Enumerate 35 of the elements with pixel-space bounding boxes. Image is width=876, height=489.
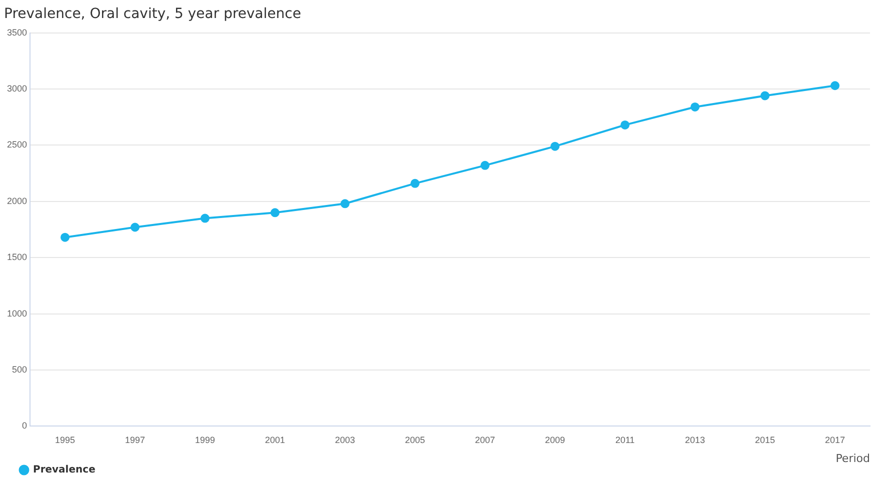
legend-label: Prevalence [33,464,96,476]
point [130,222,140,232]
point [340,199,350,208]
x-tick-label: 2011 [615,435,635,446]
chart-title: Prevalence, Oral cavity, 5 year prevalence [4,6,302,22]
point [270,208,280,218]
x-tick-label: 2017 [824,435,846,446]
y-tick-label: 500 [12,364,28,374]
y-tick-label: 2500 [6,140,28,150]
x-tick-label: 2013 [684,435,706,446]
point [830,81,840,90]
y-tick-label: 1000 [6,308,28,318]
x-tick-label: 2001 [265,435,286,446]
point [760,91,770,100]
y-tick-label: 3000 [6,83,28,94]
x-tick-label: 2003 [335,435,356,446]
x-tick-label: 2007 [474,435,496,446]
point [480,160,490,170]
x-tick-label: 1997 [125,435,146,446]
x-tick-label: 1995 [55,435,76,446]
point [410,178,420,188]
x-tick-label: 2015 [754,435,776,446]
x-tick-label: 1999 [195,435,216,446]
point [620,120,630,130]
y-tick-label: 1500 [6,252,28,262]
x-tick-label: 2009 [544,435,566,446]
y-tick-label: 3500 [6,27,28,38]
point [200,214,210,223]
point [60,232,70,242]
x-axis-title: Period [836,452,870,465]
x-tick-label: 2005 [404,435,426,446]
y-tick-label: 2000 [6,196,28,206]
point [690,102,700,112]
point [550,142,560,151]
y-tick-label: 0 [22,420,28,431]
